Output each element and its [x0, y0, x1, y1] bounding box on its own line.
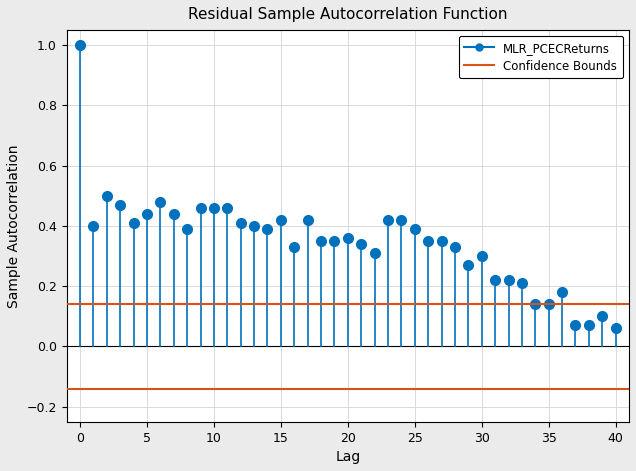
- Y-axis label: Sample Autocorrelation: Sample Autocorrelation: [7, 144, 21, 308]
- Title: Residual Sample Autocorrelation Function: Residual Sample Autocorrelation Function: [188, 7, 508, 22]
- Legend: MLR_PCECReturns, Confidence Bounds: MLR_PCECReturns, Confidence Bounds: [459, 36, 623, 79]
- X-axis label: Lag: Lag: [335, 450, 361, 464]
